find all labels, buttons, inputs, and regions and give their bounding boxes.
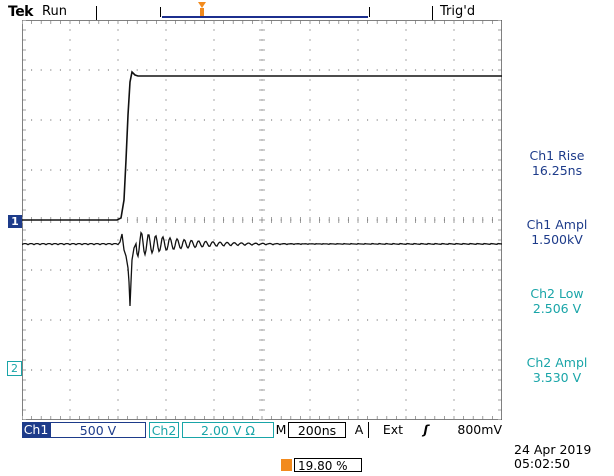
trigger-level[interactable]: 800mV (457, 422, 502, 437)
top-status-bar: Tek Run Trig'd (0, 0, 614, 24)
ch1-trace (22, 70, 502, 221)
measurement-value: 16.25ns (531, 163, 583, 178)
time-readout: 05:02:50 (514, 456, 571, 471)
ch1-vertical-scale[interactable]: 500 V (50, 422, 146, 438)
ch2-trace (22, 230, 502, 307)
brand-logo: Tek (8, 4, 34, 20)
measurement-value: 1.500kV (531, 232, 583, 247)
ch2-ground-marker[interactable]: 2 (7, 361, 22, 376)
measurement-label: Ch1 Ampl (526, 217, 588, 232)
trigger-position-value: 19.80 % (294, 458, 362, 473)
trigger-status: Trig'd (440, 4, 476, 19)
trigger-icon (281, 459, 292, 471)
record-view-bar (160, 7, 370, 18)
measurement-ch2-ampl: Ch2 Ampl 3.530 V (505, 355, 609, 385)
ch1-ground-marker[interactable]: 1 (8, 215, 22, 228)
measurement-value: 2.506 V (532, 301, 582, 316)
graticule-grid (22, 20, 502, 420)
date-readout: 24 Apr 2019 (514, 442, 592, 457)
trigger-mode-label: A (354, 422, 364, 437)
ch2-label[interactable]: Ch2 (149, 422, 179, 438)
measurement-label: Ch2 Low (530, 286, 584, 301)
rising-edge-icon: ʃ (423, 422, 429, 437)
divider (432, 6, 433, 20)
waveform-graticule (22, 20, 502, 420)
divider (96, 6, 97, 20)
measurement-ch1-ampl: Ch1 Ampl 1.500kV (505, 217, 609, 247)
trigger-source[interactable]: Ext (368, 422, 417, 438)
trigger-position-marker-icon (198, 2, 206, 16)
measurement-ch1-rise: Ch1 Rise 16.25ns (505, 148, 609, 178)
measurement-label: Ch2 Ampl (526, 355, 588, 370)
channel-status-bar: Ch1 500 V Ch2 2.00 V Ω M 200ns A Ext ʃ 8… (22, 422, 502, 438)
horizontal-time-scale[interactable]: 200ns (288, 422, 346, 438)
ch2-vertical-scale[interactable]: 2.00 V Ω (182, 422, 274, 438)
measurement-value: 3.530 V (532, 370, 582, 385)
measurement-label: Ch1 Rise (529, 148, 585, 163)
record-window (162, 7, 368, 18)
measurement-ch2-low: Ch2 Low 2.506 V (505, 286, 609, 316)
acquisition-state: Run (42, 4, 67, 19)
ch1-label[interactable]: Ch1 (22, 422, 50, 438)
main-timebase-label: M (275, 422, 287, 437)
